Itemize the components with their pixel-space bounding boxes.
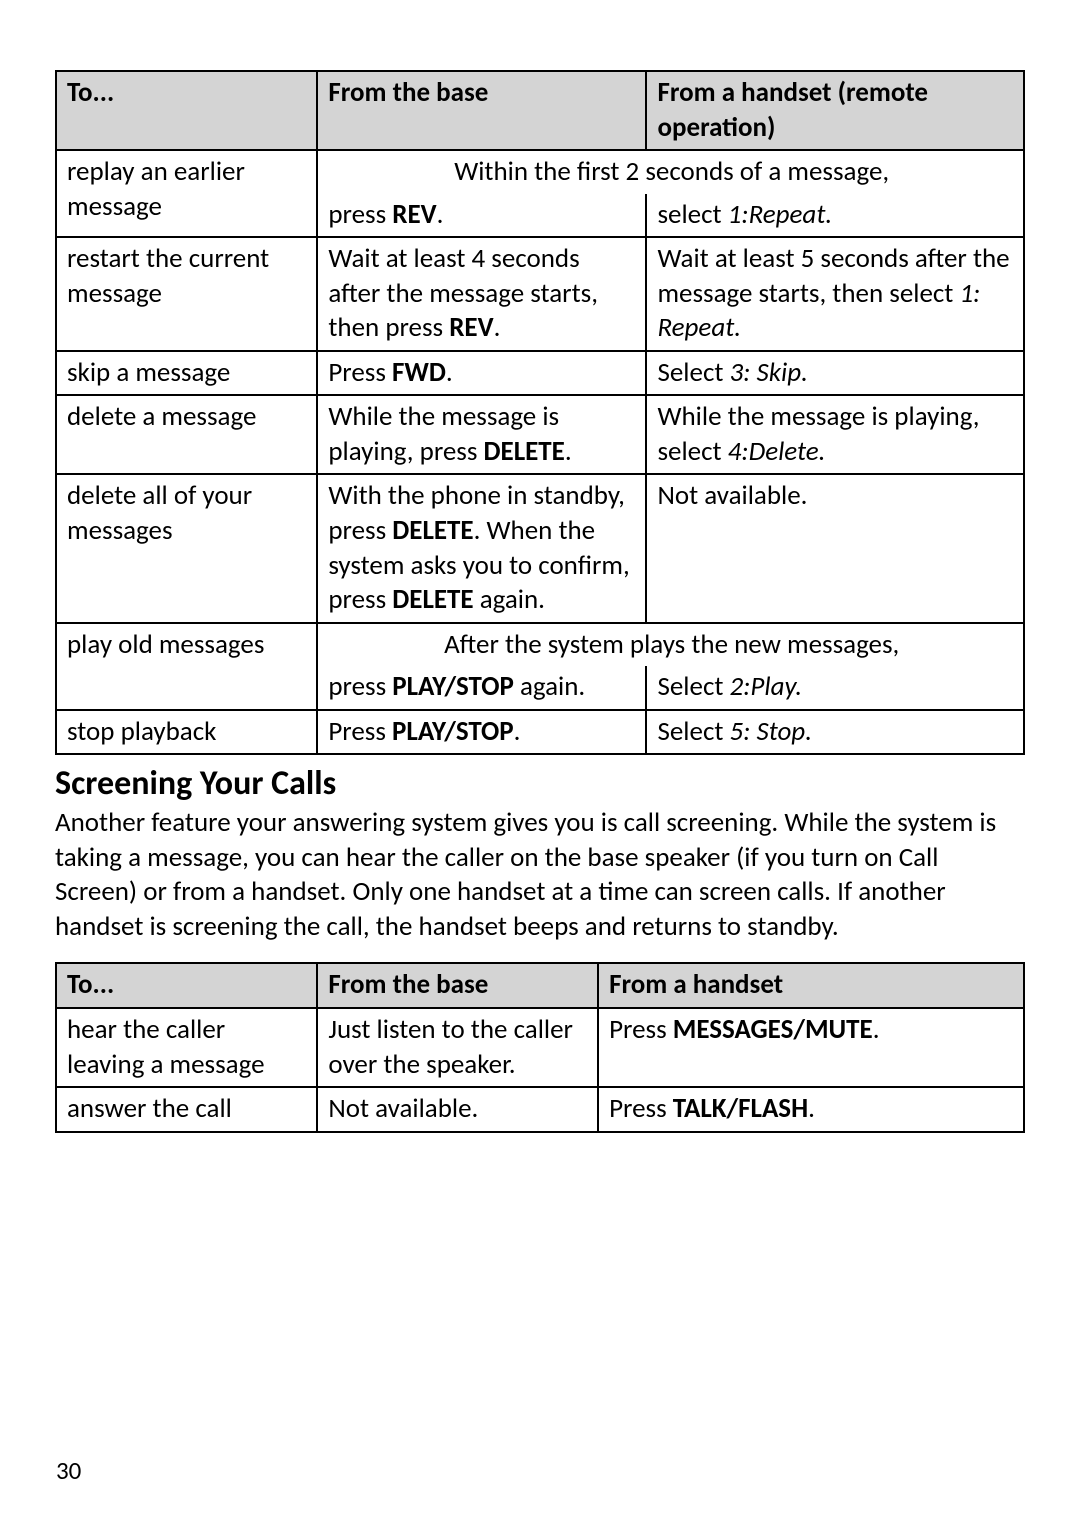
section-title: Screening Your Calls xyxy=(55,763,1025,804)
table-row-from-handset: Select 3: Skip. xyxy=(646,351,1024,396)
table-row-from-base: Not available. xyxy=(317,1087,598,1132)
table-row-span-instruction: After the system plays the new messages, xyxy=(317,623,1024,667)
table-row-action: restart the current message xyxy=(56,237,317,351)
table1-header-col1: To... xyxy=(56,71,317,150)
table1-header-col3: From a handset (remote operation) xyxy=(646,71,1024,150)
table-row-from-base: Press FWD. xyxy=(317,351,646,396)
table-row-action: hear the caller leaving a message xyxy=(56,1008,317,1087)
table-row-from-base: press REV. xyxy=(317,194,646,238)
table-row-from-handset: Not available. xyxy=(646,474,1024,622)
playback-operations-table: To...From the baseFrom a handset (remote… xyxy=(55,70,1025,755)
table-row-from-base: Wait at least 4 seconds after the messag… xyxy=(317,237,646,351)
page: To...From the baseFrom a handset (remote… xyxy=(0,0,1080,1522)
table-row-from-handset: select 1:Repeat. xyxy=(646,194,1024,238)
table-row-from-handset: Select 5: Stop. xyxy=(646,710,1024,755)
table-row-action: delete all of your messages xyxy=(56,474,317,622)
table2-header-col2: From the base xyxy=(317,963,598,1008)
table-row-from-base: While the message is playing, press DELE… xyxy=(317,395,646,474)
section-paragraph: Another feature your answering system gi… xyxy=(55,806,1025,944)
table-row-from-handset: While the message is playing, select 4:D… xyxy=(646,395,1024,474)
table-row-from-base: With the phone in standby, press DELETE.… xyxy=(317,474,646,622)
table-row-from-handset: Press MESSAGES/MUTE. xyxy=(598,1008,1024,1087)
table-row-action: skip a message xyxy=(56,351,317,396)
page-number: 30 xyxy=(56,1455,81,1486)
table-row-from-base: Press PLAY/STOP. xyxy=(317,710,646,755)
table-row-action: answer the call xyxy=(56,1087,317,1132)
table-row-from-base: Just listen to the caller over the speak… xyxy=(317,1008,598,1087)
table-row-from-handset: Press TALK/FLASH. xyxy=(598,1087,1024,1132)
table2-header-col3: From a handset xyxy=(598,963,1024,1008)
table-row-action: play old messages xyxy=(56,623,317,710)
table2-header-col1: To... xyxy=(56,963,317,1008)
table-row-action: stop playback xyxy=(56,710,317,755)
table1-header-col2: From the base xyxy=(317,71,646,150)
table-row-action: replay an earlier message xyxy=(56,150,317,237)
table-row-action: delete a message xyxy=(56,395,317,474)
table-row-span-instruction: Within the first 2 seconds of a message, xyxy=(317,150,1024,194)
table-row-from-base: press PLAY/STOP again. xyxy=(317,666,646,710)
table-row-from-handset: Select 2:Play. xyxy=(646,666,1024,710)
table-row-from-handset: Wait at least 5 seconds after the messag… xyxy=(646,237,1024,351)
call-screening-table: To...From the baseFrom a handset hear the… xyxy=(55,962,1025,1132)
